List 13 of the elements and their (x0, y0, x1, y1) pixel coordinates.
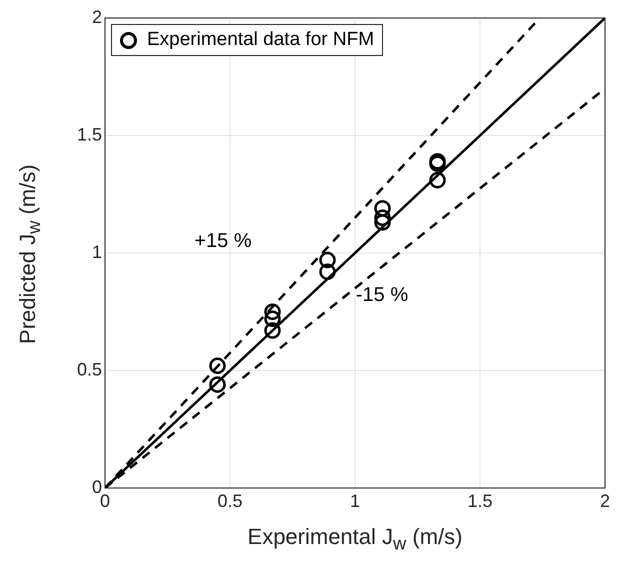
legend-label: Experimental data for NFM (147, 29, 374, 51)
y-tick-label: 1 (92, 242, 102, 262)
annotation: +15 % (194, 230, 252, 252)
y-tick-label: 1.5 (76, 124, 102, 144)
y-tick-label: 2 (92, 6, 102, 27)
y-tick-label: 0 (92, 476, 102, 497)
x-tick-label: 1 (350, 490, 360, 511)
annotation: -15 % (356, 284, 408, 306)
x-tick-label: 1.5 (467, 490, 493, 511)
x-tick-label: 2 (600, 490, 610, 511)
x-axis-title: Experimental J$_{w}$ (m/s) (246, 524, 464, 554)
y-tick-label: 0.5 (76, 359, 102, 380)
x-tick-label: 0.5 (217, 490, 243, 511)
